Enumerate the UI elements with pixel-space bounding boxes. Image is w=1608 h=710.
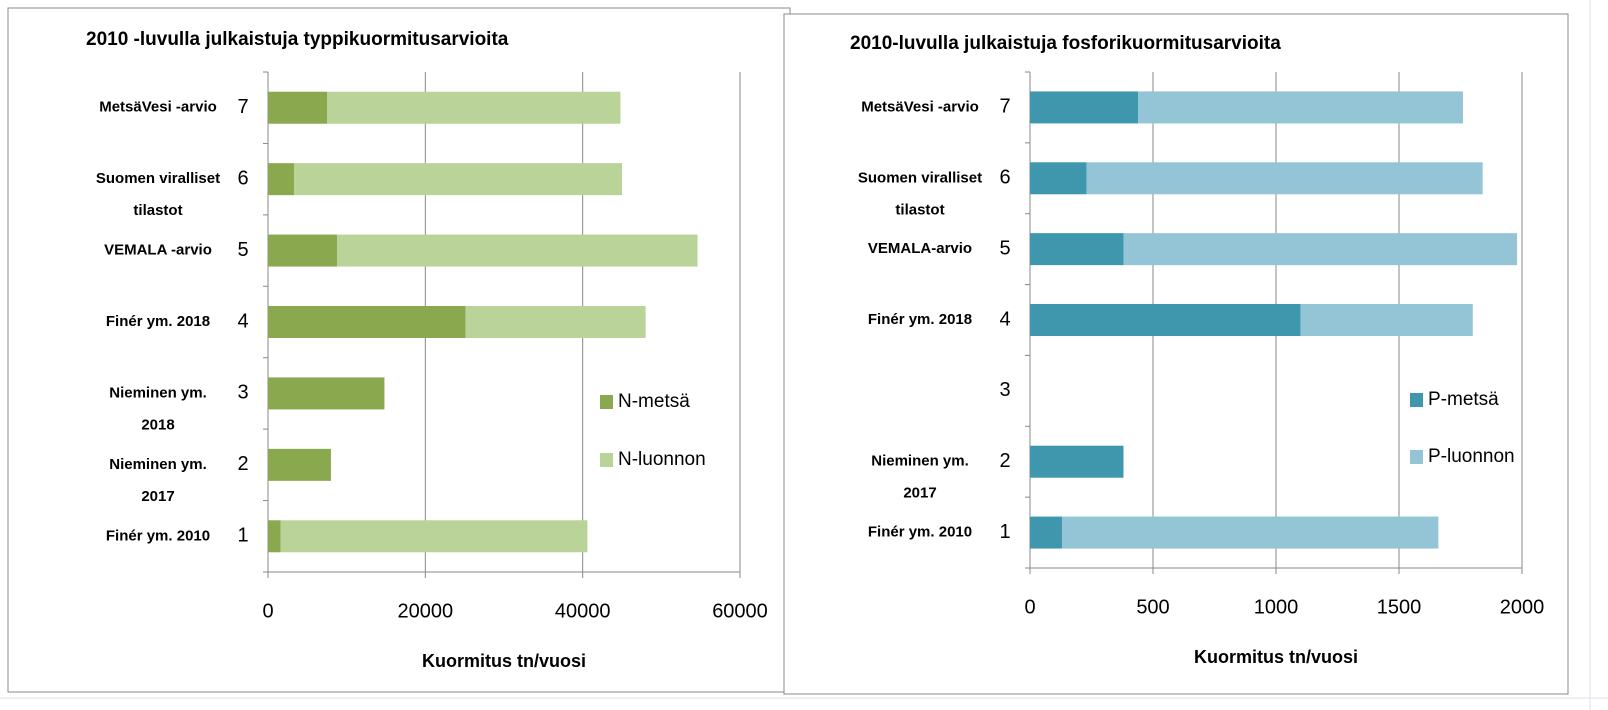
category-label: Nieminen ym. xyxy=(109,384,207,401)
category-number: 7 xyxy=(999,96,1010,118)
bar-segment xyxy=(1123,233,1518,266)
category-number: 2 xyxy=(999,450,1010,472)
legend-swatch xyxy=(600,395,613,409)
category-label: Suomen viralliset xyxy=(858,169,982,186)
category-label: Finér ym. 2018 xyxy=(106,313,210,330)
category-label: 2017 xyxy=(903,485,936,502)
bar-segment xyxy=(280,520,588,553)
x-tick-label: 1000 xyxy=(1254,596,1299,618)
category-number: 1 xyxy=(999,521,1010,543)
category-label: 2018 xyxy=(141,416,174,433)
bar-segment xyxy=(1030,162,1087,195)
bar-segment xyxy=(268,306,466,338)
bar-segment xyxy=(268,163,294,196)
category-label: tilastot xyxy=(133,202,182,219)
legend-swatch xyxy=(1410,393,1423,407)
category-label: VEMALA -arvio xyxy=(104,242,212,259)
x-tick-label: 1500 xyxy=(1377,596,1422,618)
category-label: VEMALA-arvio xyxy=(868,240,972,257)
bar-segment xyxy=(1300,304,1473,336)
bar-segment xyxy=(1030,304,1301,336)
x-tick-label: 0 xyxy=(1024,596,1035,618)
category-label: Finér ym. 2010 xyxy=(106,527,210,544)
x-tick-label: 40000 xyxy=(555,600,611,622)
x-axis-title: Kuormitus tn/vuosi xyxy=(1194,647,1358,667)
bar-segment xyxy=(465,306,646,338)
category-label: MetsäVesi -arvio xyxy=(99,99,217,116)
category-number: 2 xyxy=(237,453,248,475)
category-label: Finér ym. 2018 xyxy=(868,311,972,328)
category-number: 3 xyxy=(237,382,248,404)
x-axis-title: Kuormitus tn/vuosi xyxy=(422,651,586,671)
bar-segment xyxy=(337,234,698,267)
legend-label: N-metsä xyxy=(618,391,690,412)
bar-segment xyxy=(1030,233,1124,266)
x-tick-label: 500 xyxy=(1136,596,1169,618)
category-label: 2017 xyxy=(141,488,174,505)
category-number: 4 xyxy=(999,308,1010,330)
category-number: 6 xyxy=(999,167,1010,189)
category-label: Finér ym. 2010 xyxy=(868,524,972,541)
category-label: MetsäVesi -arvio xyxy=(861,98,979,115)
bar-segment xyxy=(1061,516,1439,549)
category-number: 5 xyxy=(237,239,248,261)
bar-segment xyxy=(1030,445,1124,478)
chart-title: 2010 -luvulla julkaistuja typpikuormitus… xyxy=(86,29,509,50)
category-number: 6 xyxy=(237,167,248,189)
legend-swatch xyxy=(1410,450,1423,464)
x-tick-label: 60000 xyxy=(712,600,768,622)
legend-label: P-metsä xyxy=(1428,389,1499,410)
legend-swatch xyxy=(600,453,613,467)
bar-segment xyxy=(268,520,281,553)
category-number: 5 xyxy=(999,237,1010,259)
category-label: Nieminen ym. xyxy=(109,456,207,473)
category-label: Nieminen ym. xyxy=(871,453,969,470)
category-label: Suomen viralliset xyxy=(96,170,220,187)
x-tick-label: 2000 xyxy=(1500,596,1545,618)
bar-segment xyxy=(1030,91,1139,124)
category-label: tilastot xyxy=(895,201,944,218)
legend-label: P-luonnon xyxy=(1428,446,1515,467)
bar-segment xyxy=(268,448,331,481)
x-tick-label: 20000 xyxy=(398,600,454,622)
bar-segment xyxy=(327,91,621,124)
bar-segment xyxy=(268,91,327,124)
bar-segment xyxy=(268,234,338,267)
x-tick-label: 0 xyxy=(262,600,273,622)
category-number: 7 xyxy=(237,96,248,118)
chart-title: 2010-luvulla julkaistuja fosforikuormitu… xyxy=(850,33,1281,54)
legend-label: N-luonnon xyxy=(618,449,706,470)
category-number: 1 xyxy=(237,525,248,547)
chart-panel xyxy=(783,13,1569,695)
category-number: 4 xyxy=(237,310,248,332)
bar-segment xyxy=(1138,91,1463,124)
category-number: 3 xyxy=(999,379,1010,401)
bar-segment xyxy=(293,163,622,196)
bar-segment xyxy=(268,377,385,410)
bar-segment xyxy=(1030,516,1062,549)
bar-segment xyxy=(1086,162,1483,195)
